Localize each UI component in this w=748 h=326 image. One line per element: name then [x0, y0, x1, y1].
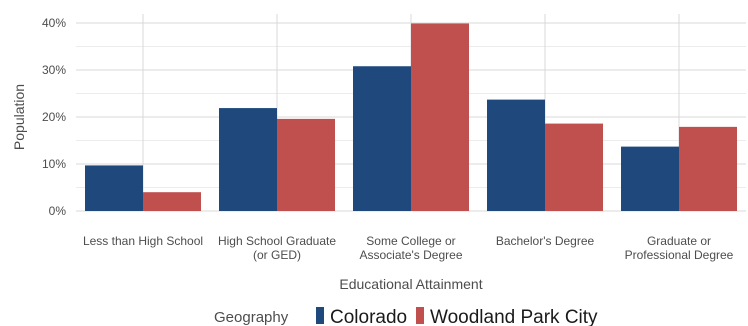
- bar-woodland-park-city-4: [679, 126, 737, 211]
- bar-colorado-1: [219, 108, 277, 211]
- bars-layer: [85, 23, 737, 212]
- x-category-label: High School Graduate (or GED): [218, 234, 336, 262]
- bar-woodland-park-city-1: [277, 118, 335, 211]
- y-tick-label: 40%: [42, 16, 66, 30]
- x-axis-title: Educational Attainment: [339, 276, 482, 292]
- x-category-label: Less than High School: [83, 234, 203, 248]
- y-tick-label: 10%: [42, 157, 66, 171]
- y-tick-label: 20%: [42, 110, 66, 124]
- y-tick-label: 30%: [42, 63, 66, 77]
- y-tick-label: 0%: [49, 204, 67, 218]
- x-category-label: Bachelor's Degree: [496, 234, 595, 248]
- bar-woodland-park-city-0: [143, 192, 201, 211]
- bar-colorado-0: [85, 165, 143, 211]
- y-axis-title: Population: [11, 84, 27, 150]
- bar-woodland-park-city-2: [411, 23, 469, 211]
- legend-label-colorado: Colorado: [330, 307, 407, 326]
- x-category-labels: Less than High School High School Graduat…: [83, 234, 734, 262]
- y-tick-labels: 0% 10% 20% 30% 40%: [42, 16, 66, 218]
- x-category-label: Some College or Associate's Degree: [359, 234, 462, 262]
- legend: Geography Colorado Woodland Park City: [214, 307, 598, 326]
- bar-colorado-2: [353, 66, 411, 212]
- bar-woodland-park-city-3: [545, 123, 603, 211]
- bar-colorado-3: [487, 99, 545, 211]
- legend-title: Geography: [214, 309, 289, 326]
- bar-colorado-4: [621, 146, 679, 211]
- x-category-label: Graduate or Professional Degree: [625, 234, 734, 262]
- legend-swatch-colorado: [316, 307, 324, 324]
- legend-label-woodland-park-city: Woodland Park City: [430, 307, 598, 326]
- legend-swatch-woodland-park-city: [416, 307, 424, 324]
